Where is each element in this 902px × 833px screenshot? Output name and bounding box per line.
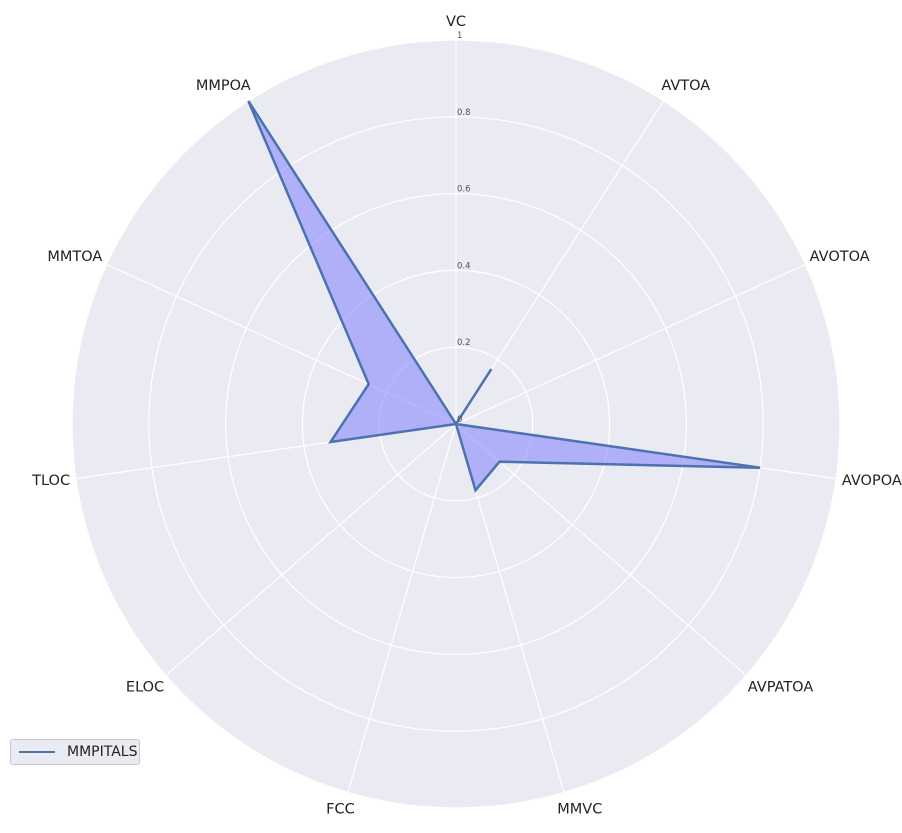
axis-label: AVTOA: [661, 78, 710, 94]
axis-label: AVOPOA: [842, 473, 902, 489]
axis-label: MMTOA: [47, 249, 102, 265]
radial-tick-label: 0.2: [457, 338, 471, 348]
radial-tick-label: 0: [457, 415, 462, 425]
axis-labels: VC AVTOA AVOTOA AVOPOA AVPATOA MMVC FCC ELOC TLO…: [31, 14, 902, 818]
grid-spoke: [347, 423, 457, 793]
radial-ticks: 0 0.2 0.4 0.6 0.8 1: [457, 31, 471, 425]
axis-label: MMPOA: [196, 78, 251, 94]
radial-tick-label: 0.8: [457, 108, 471, 118]
grid-spoke: [165, 423, 457, 676]
series-layer: [247, 100, 761, 493]
legend-label: MMPITALS: [67, 744, 138, 760]
axis-label: AVPATOA: [748, 679, 814, 695]
axis-label: FCC: [326, 802, 355, 818]
radial-tick-label: 0.6: [457, 185, 471, 195]
axis-label: TLOC: [31, 473, 70, 489]
series-line: [247, 100, 761, 493]
legend-line-marker: [19, 751, 55, 753]
grid-spoke: [455, 263, 806, 425]
series-fill: [248, 101, 761, 491]
legend: MMPITALS: [10, 739, 140, 765]
grid-spoke: [455, 423, 747, 676]
radial-tick-label: 1: [457, 31, 462, 41]
axis-label: VC: [446, 14, 466, 30]
axis-label: MMVC: [557, 802, 602, 818]
axis-label: ELOC: [126, 679, 164, 695]
radial-tick-label: 0.4: [457, 261, 471, 271]
axis-label: AVOTOA: [810, 249, 870, 265]
